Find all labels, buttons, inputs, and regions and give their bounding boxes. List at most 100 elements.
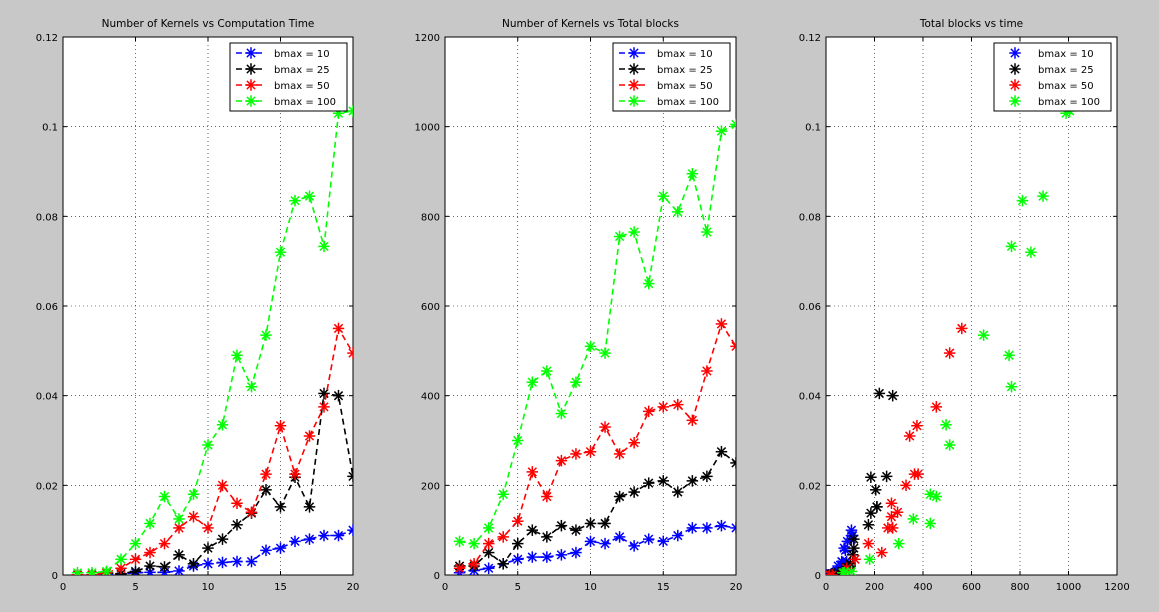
data-point — [613, 230, 626, 243]
legend-label: bmax = 25 — [1038, 65, 1094, 76]
data-point — [584, 445, 597, 458]
data-point — [584, 517, 597, 530]
data-point — [893, 537, 905, 550]
legend-item: bmax = 100 — [236, 95, 336, 108]
legend: bmax = 10 bmax = 25 bmax = 50 bmax = 100 — [229, 42, 348, 112]
data-point — [943, 439, 956, 451]
series-line — [459, 322, 736, 570]
data-point — [173, 565, 185, 575]
data-point — [672, 206, 684, 218]
data-point — [873, 387, 886, 400]
y-tick-label: 0.02 — [799, 481, 821, 492]
data-point — [260, 484, 272, 496]
data-point — [303, 190, 316, 202]
y-tick-label: 1000 — [415, 123, 440, 134]
x-tick-label: 15 — [657, 582, 670, 593]
data-point — [628, 226, 640, 238]
legend-item: bmax = 25 — [619, 63, 713, 76]
series-line — [459, 524, 736, 574]
legend-marker — [1009, 95, 1021, 107]
legend-item: bmax = 50 — [236, 79, 330, 92]
legend-label: bmax = 50 — [1038, 81, 1094, 92]
data-point — [332, 389, 345, 402]
data-point — [911, 419, 923, 432]
data-point — [672, 529, 684, 542]
x-tick-label: 0 — [60, 582, 66, 593]
data-point — [274, 501, 287, 513]
data-point — [144, 517, 156, 530]
data-point — [100, 565, 113, 575]
data-point — [570, 524, 582, 536]
data-point — [347, 470, 353, 483]
x-tick-label: 5 — [132, 582, 138, 593]
legend-item: bmax = 10 — [236, 47, 330, 60]
y-tick-label: 800 — [421, 212, 440, 223]
x-tick-label: 400 — [913, 582, 932, 593]
legend-item: bmax = 10 — [1009, 47, 1094, 60]
data-point — [187, 510, 200, 523]
data-point — [497, 558, 509, 570]
data-point — [686, 167, 699, 180]
x-tick-label: 20 — [347, 582, 360, 593]
data-point — [289, 468, 301, 480]
data-point — [526, 466, 539, 478]
y-tick-label: 0.12 — [36, 33, 58, 44]
data-point — [231, 555, 243, 568]
data-point — [202, 522, 214, 534]
y-tick-label: 0.1 — [805, 123, 821, 134]
data-point — [1037, 190, 1049, 202]
data-point — [555, 454, 568, 467]
data-point — [862, 519, 875, 531]
data-point — [231, 349, 243, 362]
y-tick-label: 0 — [434, 571, 440, 582]
data-point — [584, 340, 597, 353]
chart-title: Number of Kernels vs Total blocks — [502, 18, 679, 30]
legend-item: bmax = 100 — [619, 95, 719, 108]
data-point — [303, 501, 316, 513]
data-point — [613, 490, 626, 503]
data-point — [943, 347, 956, 359]
legend-item: bmax = 50 — [619, 79, 713, 92]
data-point — [686, 475, 699, 487]
y-tick-label: 0.06 — [799, 302, 821, 313]
data-point — [173, 513, 185, 525]
y-tick-label: 200 — [421, 481, 440, 492]
chart-title: Total blocks vs time — [919, 18, 1023, 30]
data-point — [202, 542, 214, 554]
legend-marker — [245, 95, 257, 107]
data-point — [303, 533, 316, 545]
legend-label: bmax = 25 — [657, 65, 713, 76]
data-point — [332, 529, 345, 542]
y-tick-label: 1200 — [415, 33, 440, 44]
data-point — [672, 398, 684, 411]
data-point — [849, 553, 861, 566]
data-point — [584, 535, 597, 548]
data-point — [885, 497, 898, 510]
legend-item: bmax = 100 — [1009, 95, 1100, 108]
legend-label: bmax = 100 — [1038, 97, 1100, 108]
legend-label: bmax = 50 — [657, 81, 713, 92]
legend: bmax = 10 bmax = 25 bmax = 50 bmax = 100 — [612, 42, 731, 112]
data-point — [628, 436, 640, 449]
subplot-computation-time: 0 5 10 15 20 0 0.02 0.04 0.06 0.08 0.1 0.12 Number o… — [36, 18, 360, 593]
legend-label: bmax = 25 — [274, 65, 330, 76]
data-point — [497, 531, 509, 543]
data-point — [216, 479, 229, 492]
data-point — [701, 470, 713, 483]
data-point — [497, 488, 509, 501]
data-point — [838, 542, 850, 554]
data-point — [871, 501, 883, 513]
legend-item: bmax = 25 — [236, 63, 330, 76]
data-point — [599, 517, 611, 530]
y-tick-label: 0.06 — [36, 302, 58, 313]
data-point — [555, 549, 568, 561]
data-point — [903, 430, 916, 442]
legend-marker — [1009, 63, 1021, 75]
data-point — [956, 322, 968, 335]
data-point — [245, 506, 258, 518]
y-tick-label: 0 — [815, 571, 821, 582]
data-point — [1005, 380, 1018, 393]
data-point — [318, 529, 330, 542]
legend-label: bmax = 100 — [657, 97, 719, 108]
